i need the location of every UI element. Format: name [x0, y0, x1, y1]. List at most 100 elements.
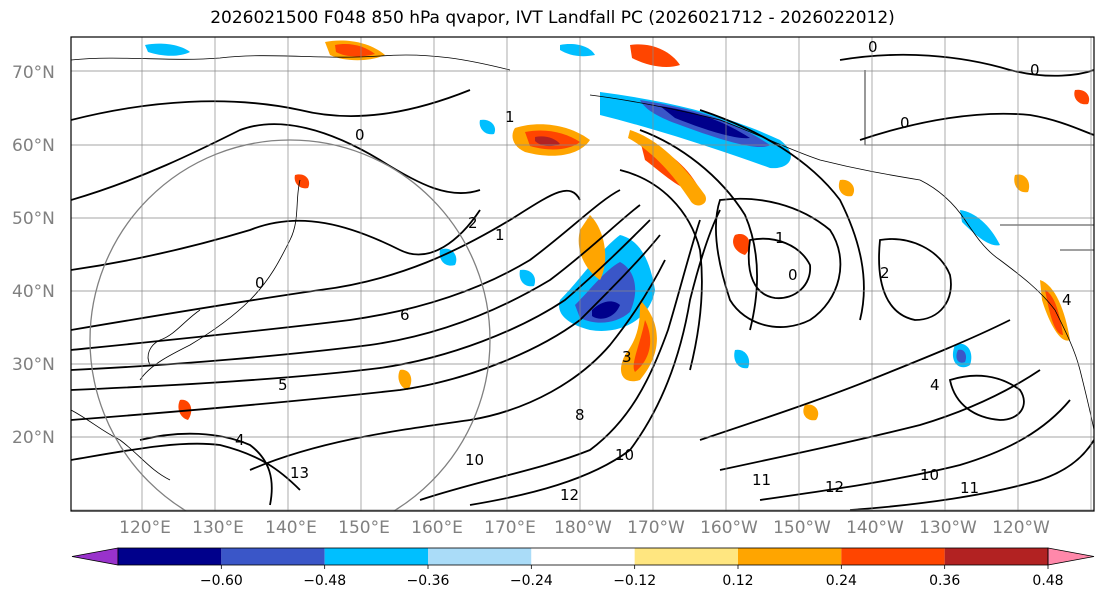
contour-line — [839, 53, 1094, 77]
contour-line — [719, 369, 1041, 471]
negative-anomaly-patch — [575, 262, 636, 323]
map-border — [70, 36, 1095, 512]
colorbar-border — [117, 547, 1049, 566]
lon-label: 160°E — [411, 518, 463, 538]
qvapor-shading — [145, 40, 1090, 421]
contour-label: 8 — [575, 406, 585, 424]
lon-label: 150°E — [338, 518, 390, 538]
coastline — [71, 409, 171, 481]
contour-label: 5 — [278, 376, 288, 394]
contour-label: 2 — [880, 264, 890, 282]
negative-anomaly-patch — [145, 43, 190, 56]
contour-label: 0 — [255, 274, 265, 292]
colorbar-box — [531, 548, 635, 565]
positive-anomaly-patch — [620, 300, 657, 382]
contour-label: 3 — [622, 348, 632, 366]
positive-anomaly-patch — [578, 215, 606, 280]
colorbar-tick-label: 0.48 — [1032, 573, 1063, 589]
contour-label: 0 — [355, 126, 365, 144]
contour-line — [948, 374, 1025, 421]
colorbar-box — [738, 548, 842, 565]
lon-label: 180°W — [554, 518, 612, 538]
contour-label: 1 — [505, 108, 515, 126]
colorbar: −0.60 −0.48 −0.36 −0.24 −0.12 0.12 0.24 0.36 0.4… — [71, 547, 1095, 589]
colorbar-tick-label: 0.24 — [826, 573, 857, 589]
contour-label: 10 — [920, 466, 939, 484]
contour-label: 11 — [752, 471, 771, 489]
contour-line — [71, 189, 621, 351]
contour-label: 4 — [930, 376, 940, 394]
colorbar-tick-label: 0.36 — [929, 573, 960, 589]
positive-anomaly-patch — [535, 136, 560, 147]
contour-line — [71, 209, 481, 271]
colorbar-tick-label: −0.24 — [510, 573, 553, 589]
contour-line — [71, 189, 581, 331]
contour-line — [619, 169, 703, 371]
contour-line — [849, 439, 1094, 511]
colorbar-box — [221, 548, 325, 565]
lon-label: 140°W — [846, 518, 904, 538]
contour-label: 6 — [400, 306, 410, 324]
contour-line — [747, 237, 811, 299]
lon-label: 170°E — [484, 518, 536, 538]
longitude-labels: 120°E 130°E 140°E 150°E 160°E 170°E 180°… — [119, 518, 1050, 538]
contour-label: 1 — [775, 229, 785, 247]
positive-anomaly-patch — [838, 179, 855, 197]
contour-label: 0 — [788, 266, 798, 284]
positive-anomaly-patch — [628, 130, 707, 206]
contour-labels: 0 1 0 0 0 1 0 2 0 1 2 4 4 6 8 10 10 10 1… — [235, 38, 1072, 504]
lon-label: 120°E — [119, 518, 171, 538]
contour-line — [71, 204, 641, 371]
coastline — [139, 179, 301, 381]
map-title: 2026021500 F048 850 hPa qvapor, IVT Land… — [210, 8, 895, 28]
contour-line — [878, 238, 952, 321]
contour-line — [714, 197, 842, 328]
contour-line — [71, 89, 471, 121]
contour-label: 1 — [495, 226, 505, 244]
colorbar-box — [118, 548, 222, 565]
range-circle — [89, 139, 491, 511]
positive-anomaly-patch — [398, 369, 412, 390]
lon-label: 170°W — [627, 518, 685, 538]
contour-label: 10 — [465, 451, 484, 469]
contour-line — [639, 129, 758, 331]
lon-label: 160°W — [700, 518, 758, 538]
positive-anomaly-patch — [1074, 89, 1090, 105]
colorbar-box — [634, 548, 738, 565]
contour-label: 10 — [615, 446, 634, 464]
lat-label: 70°N — [12, 63, 55, 83]
colorbar-box — [944, 548, 1048, 565]
colorbar-box — [841, 548, 945, 565]
colorbar-tick-label: −0.48 — [303, 573, 346, 589]
contour-label: 4 — [235, 431, 245, 449]
coastline — [919, 179, 1056, 311]
colorbar-tick-label: 0.12 — [722, 573, 753, 589]
positive-anomaly-patch — [1045, 290, 1063, 335]
lon-label: 130°W — [919, 518, 977, 538]
lat-label: 50°N — [12, 209, 55, 229]
positive-anomaly-patch — [733, 234, 750, 255]
colorbar-tick-label: −0.60 — [200, 573, 243, 589]
colorbar-box — [324, 548, 428, 565]
map-plot-area — [71, 37, 1094, 511]
negative-anomaly-patch — [734, 349, 750, 369]
latitude-labels: 70°N 60°N 50°N 40°N 30°N 20°N — [12, 63, 55, 448]
contour-label: 0 — [900, 114, 910, 132]
contour-label: 0 — [1030, 61, 1040, 79]
contour-line — [249, 259, 666, 471]
contour-line — [699, 109, 865, 321]
negative-anomaly-patch — [956, 349, 967, 363]
lat-label: 40°N — [12, 282, 55, 302]
contour-line — [71, 219, 651, 391]
negative-anomaly-patch — [519, 269, 536, 287]
colorbar-tick-label: −0.36 — [407, 573, 450, 589]
lon-label: 120°W — [992, 518, 1050, 538]
positive-anomaly-patch — [294, 174, 310, 189]
lon-label: 130°E — [192, 518, 244, 538]
contour-label: 0 — [868, 38, 878, 56]
contour-line — [859, 112, 1094, 141]
lat-label: 20°N — [12, 428, 55, 448]
contour-line — [699, 319, 1011, 441]
contour-label: 2 — [468, 214, 478, 232]
